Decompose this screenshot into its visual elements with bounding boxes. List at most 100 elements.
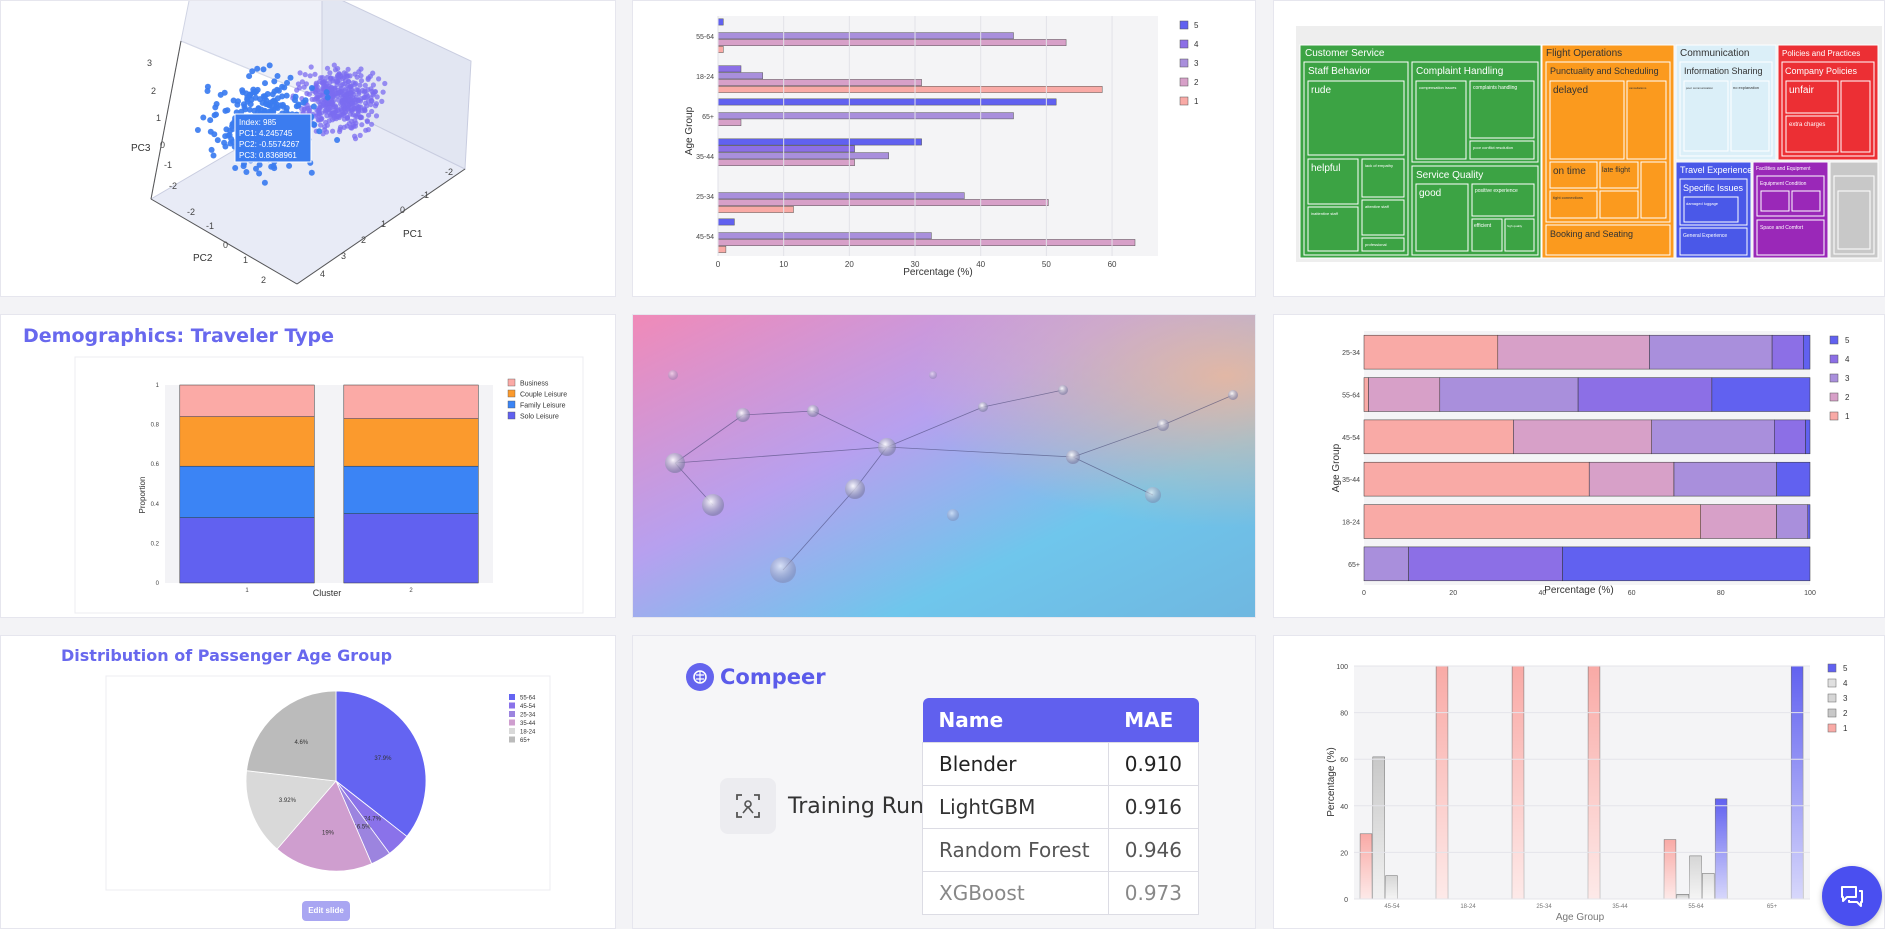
traveler-type-tile[interactable]: Demographics: Traveler Type 1 2 0 0.2 0.4 0.6… — [0, 314, 616, 618]
bar-segment[interactable] — [1700, 504, 1777, 539]
pca-point[interactable] — [326, 118, 332, 124]
bar[interactable] — [717, 98, 1057, 106]
pca-point[interactable] — [318, 122, 324, 128]
training-run[interactable]: Training Run — [720, 778, 924, 834]
bars[interactable] — [1363, 334, 1811, 582]
pca-point[interactable] — [254, 65, 261, 72]
pca-point[interactable] — [284, 79, 290, 86]
traveler-type-chart[interactable]: 1 2 0 0.2 0.4 0.6 0.8 1 Cluster Proportion Busi… — [1, 315, 616, 618]
pca-point[interactable] — [253, 165, 259, 172]
pie-slice[interactable] — [246, 690, 337, 782]
pca-point[interactable] — [362, 88, 368, 94]
pca-point[interactable] — [329, 100, 335, 106]
pca-point[interactable] — [287, 74, 294, 81]
pca-point[interactable] — [308, 169, 315, 176]
bar[interactable] — [717, 138, 922, 146]
bar[interactable] — [717, 86, 1103, 93]
bar[interactable] — [717, 152, 889, 160]
pca-3d-tile[interactable]: 3 2 1 0 -1 -2 -2 -1 0 1 2 4 3 2 1 0 -1 -… — [0, 0, 616, 297]
pca-point[interactable] — [362, 82, 368, 88]
bar-segment[interactable] — [1363, 546, 1409, 582]
pca-point[interactable] — [347, 73, 353, 79]
bar-segment[interactable] — [179, 416, 315, 467]
bar-segment[interactable] — [1363, 419, 1514, 455]
pca-point[interactable] — [337, 88, 344, 94]
edit-slide-button[interactable]: Edit slide — [302, 901, 350, 921]
pca-point[interactable] — [338, 73, 344, 79]
pca-point[interactable] — [337, 128, 343, 135]
pca-point[interactable] — [322, 109, 329, 115]
pca-point[interactable] — [221, 139, 228, 146]
pca-point[interactable] — [370, 70, 376, 76]
legend[interactable]: 5 4 3 2 1 — [1827, 663, 1848, 733]
pca-point[interactable] — [331, 62, 337, 68]
pca-point[interactable] — [238, 108, 245, 115]
pca-point[interactable] — [207, 117, 214, 124]
pca-point[interactable] — [261, 95, 268, 102]
pca-point[interactable] — [366, 112, 372, 118]
pca-point[interactable] — [307, 73, 313, 79]
treemap-customer-service[interactable]: Customer Service Staff Behavior rude hel… — [1299, 44, 1542, 259]
pca-point[interactable] — [345, 66, 351, 72]
pca-point[interactable] — [357, 132, 363, 138]
treemap-communication[interactable]: Communication Information Sharing poor c… — [1675, 44, 1777, 161]
pca-point[interactable] — [364, 119, 370, 125]
pca-point[interactable] — [330, 128, 336, 134]
bar-segment[interactable] — [1497, 334, 1650, 370]
pca-point[interactable] — [194, 127, 201, 133]
legend[interactable]: 5 4 3 2 1 — [1179, 20, 1199, 106]
bar[interactable] — [717, 192, 965, 200]
pca-point[interactable] — [281, 84, 288, 91]
bar-segment[interactable] — [179, 517, 315, 584]
pca-point[interactable] — [271, 78, 278, 85]
bar[interactable] — [717, 112, 1014, 120]
pca-point[interactable] — [211, 112, 218, 119]
pca-point[interactable] — [370, 82, 376, 88]
pca-point[interactable] — [293, 103, 300, 110]
legend[interactable]: 5 4 3 2 1 — [1829, 335, 1850, 421]
pca-point[interactable] — [274, 73, 281, 79]
pca-point[interactable] — [358, 96, 364, 102]
pca-point[interactable] — [346, 84, 352, 90]
bar-segment[interactable] — [1771, 334, 1804, 370]
bar-segment[interactable] — [1805, 419, 1811, 455]
pca-point[interactable] — [256, 170, 263, 177]
legend[interactable]: 55-64 45-54 25-34 35-44 18-24 65+ — [509, 694, 536, 744]
pca-point[interactable] — [353, 102, 360, 108]
bar-segment[interactable] — [1363, 334, 1499, 370]
bar-segment[interactable] — [343, 513, 479, 584]
pca-point[interactable] — [217, 91, 224, 98]
pca-point[interactable] — [369, 108, 375, 115]
bar-segment[interactable] — [1368, 377, 1441, 412]
pca-point[interactable] — [335, 93, 341, 99]
bar-segment[interactable] — [1577, 377, 1713, 412]
pca-point[interactable] — [344, 114, 350, 120]
bar-segment[interactable] — [1651, 419, 1775, 455]
bar-segment[interactable] — [1408, 546, 1563, 582]
bar-segment[interactable] — [1363, 504, 1701, 539]
pca-point[interactable] — [212, 104, 219, 111]
pca-point[interactable] — [369, 121, 375, 127]
pca-point[interactable] — [222, 133, 229, 140]
pca-point[interactable] — [341, 70, 347, 76]
treemap-flight-operations[interactable]: Flight Operations Punctuality and Schedu… — [1541, 44, 1675, 259]
bar-segment[interactable] — [1649, 334, 1773, 370]
bar-segment[interactable] — [179, 384, 315, 417]
age-stacked-bar-chart[interactable]: 25-34 55-64 45-54 35-44 18-24 65+ 0 20 40 60 80 100… — [1274, 315, 1885, 618]
bar[interactable] — [717, 65, 742, 73]
chat-button[interactable] — [1822, 866, 1882, 926]
bar[interactable] — [717, 232, 932, 240]
pca-point[interactable] — [262, 101, 269, 107]
pca-point[interactable] — [303, 81, 309, 87]
pie-slices[interactable]: 37.9% 24.7% 16.5% 19% 3.92% 4.6% — [245, 690, 427, 872]
pca-point[interactable] — [324, 94, 331, 101]
pca-point[interactable] — [318, 110, 324, 116]
pca-point[interactable] — [310, 103, 317, 110]
pca-point[interactable] — [297, 70, 303, 76]
pca-point[interactable] — [283, 92, 290, 99]
bar-segment[interactable] — [1807, 504, 1811, 539]
bar-segment[interactable] — [1774, 419, 1806, 455]
pca-point[interactable] — [352, 133, 358, 139]
pca-point[interactable] — [275, 87, 282, 94]
pca-point[interactable] — [286, 162, 293, 169]
